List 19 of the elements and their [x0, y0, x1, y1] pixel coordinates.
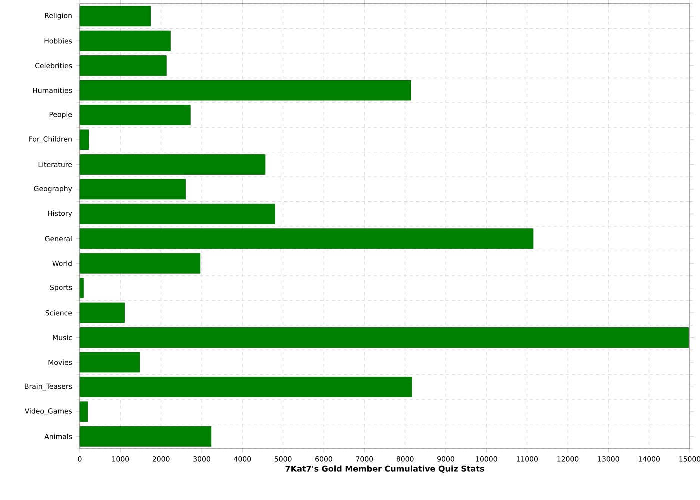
bar	[80, 130, 90, 150]
bar	[80, 402, 88, 422]
bar	[80, 56, 167, 76]
bar	[80, 278, 84, 299]
bar	[80, 377, 412, 398]
bar	[80, 253, 201, 274]
bar	[80, 154, 266, 175]
bar	[80, 6, 151, 27]
bar	[80, 352, 140, 373]
bar	[80, 228, 534, 250]
bar	[80, 426, 212, 447]
bar	[80, 179, 186, 200]
x-axis-title: 7Kat7's Gold Member Cumulative Quiz Stats	[286, 466, 484, 473]
bar	[80, 105, 191, 126]
bar	[80, 30, 171, 52]
bar	[80, 204, 276, 224]
bar	[80, 80, 412, 101]
bar	[80, 302, 125, 324]
bar	[80, 328, 689, 348]
